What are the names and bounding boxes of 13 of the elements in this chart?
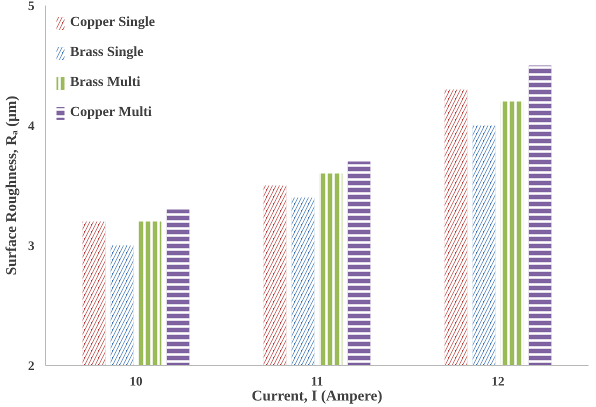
legend-label: Brass Multi (70, 75, 140, 91)
legend-label: Copper Single (70, 15, 155, 31)
y-tick-label: 2 (28, 358, 34, 373)
x-tick-label: 10 (130, 374, 142, 388)
y-tick-label: 5 (28, 0, 35, 13)
y-axis-title: Surface Roughness, Rₐ (μm) (4, 96, 20, 276)
y-tick-label: 4 (28, 118, 35, 133)
x-axis-title: Current, I (Ampere) (252, 388, 382, 404)
legend-label: Brass Single (70, 45, 144, 61)
x-tick-label: 12 (492, 374, 504, 388)
x-tick-label: 11 (310, 374, 324, 388)
y-tick-label: 3 (28, 238, 35, 253)
legend-label: Copper Multi (70, 105, 152, 121)
